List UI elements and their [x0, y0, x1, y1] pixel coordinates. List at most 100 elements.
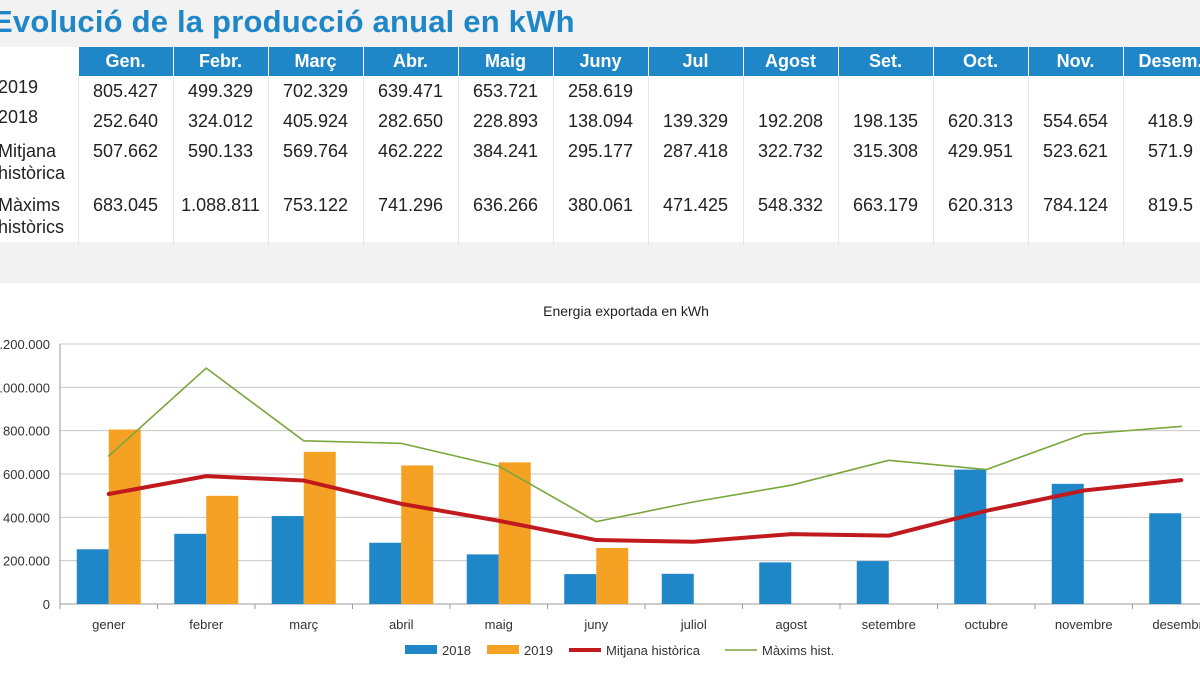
- bar-2019: [303, 451, 336, 604]
- column-header: Maig: [458, 47, 554, 76]
- table-cell: 636.266: [458, 190, 554, 246]
- table-cell: 252.640: [78, 106, 174, 136]
- table-cell: [838, 76, 934, 106]
- table-cell: 620.313: [933, 190, 1029, 246]
- column-header: Oct.: [933, 47, 1029, 76]
- production-table-panel: Gen. Febr. Març Abr. Maig Juny Jul Agost…: [0, 47, 1200, 246]
- x-tick-label: setembre: [862, 617, 916, 632]
- table-cell: 384.241: [458, 136, 554, 190]
- table-cell: 295.177: [553, 136, 649, 190]
- table-cell: [743, 76, 839, 106]
- table-cell: 1.088.811: [173, 190, 269, 246]
- line-mitjana-hist-rica: [106, 474, 1184, 544]
- table-cell: 462.222: [363, 136, 459, 190]
- table-cell: 138.094: [553, 106, 649, 136]
- table-cell: 507.662: [78, 136, 174, 190]
- table-cell: 287.418: [648, 136, 744, 190]
- row-label: 2018: [0, 106, 79, 136]
- table-cell: 683.045: [78, 190, 174, 246]
- row-label: Màxims històrics: [0, 190, 79, 246]
- x-tick-label: maig: [485, 617, 513, 632]
- bar-2019: [498, 462, 531, 604]
- table-row: 2018 252.640 324.012 405.924 282.650 228…: [0, 106, 1200, 136]
- column-header: Desem.: [1123, 47, 1200, 76]
- table-cell: 471.425: [648, 190, 744, 246]
- table-cell: [1028, 76, 1124, 106]
- bar-2018: [174, 533, 207, 604]
- table-header-row: Gen. Febr. Març Abr. Maig Juny Jul Agost…: [0, 47, 1200, 76]
- legend-label: 2018: [442, 643, 471, 658]
- table-cell: 405.924: [268, 106, 364, 136]
- table-cell: 282.650: [363, 106, 459, 136]
- column-header: Juny: [553, 47, 649, 76]
- table-cell: 429.951: [933, 136, 1029, 190]
- x-tick-label: agost: [775, 617, 807, 632]
- table-cell: 499.329: [173, 76, 269, 106]
- table-row: Màxims històrics 683.045 1.088.811 753.1…: [0, 190, 1200, 246]
- table-cell: 322.732: [743, 136, 839, 190]
- table-cell: 258.619: [553, 76, 649, 106]
- x-tick-label: juliol: [680, 617, 707, 632]
- row-label: 2019: [0, 76, 79, 106]
- table-cell: 139.329: [648, 106, 744, 136]
- table-cell: 639.471: [363, 76, 459, 106]
- chart-title: Energia exportada en kWh: [543, 303, 709, 319]
- table-cell: 784.124: [1028, 190, 1124, 246]
- table-cell: 554.654: [1028, 106, 1124, 136]
- table-cell: [1123, 76, 1200, 106]
- table-cell: [933, 76, 1029, 106]
- column-header: Gen.: [78, 47, 174, 76]
- table-cell: 663.179: [838, 190, 934, 246]
- bar-2018: [1149, 513, 1182, 604]
- bar-2018: [369, 542, 402, 604]
- x-tick-label: gener: [92, 617, 126, 632]
- bar-2018: [661, 573, 694, 604]
- bar-2019: [401, 465, 434, 604]
- table-cell: [648, 76, 744, 106]
- table-cell: 380.061: [553, 190, 649, 246]
- table-cell: 620.313: [933, 106, 1029, 136]
- table-cell: 418.9: [1123, 106, 1200, 136]
- column-header: Set.: [838, 47, 934, 76]
- y-tick-label: 800.000: [3, 424, 50, 439]
- energy-chart: Energia exportada en kWh 0 200.000 400.000 6…: [0, 303, 1200, 658]
- table-cell: 324.012: [173, 106, 269, 136]
- x-tick-label: març: [289, 617, 318, 632]
- table-corner-cell: [0, 47, 79, 76]
- bar-2018: [564, 574, 597, 604]
- table-cell: 702.329: [268, 76, 364, 106]
- x-tick-label: desembre: [1152, 617, 1200, 632]
- table-cell: 569.764: [268, 136, 364, 190]
- bar-2018: [856, 561, 889, 604]
- table-cell: 741.296: [363, 190, 459, 246]
- chart-panel: Energia exportada en kWh 0 200.000 400.000 6…: [0, 283, 1200, 675]
- bar-2018: [271, 516, 304, 604]
- x-tick-label: abril: [389, 617, 414, 632]
- bar-2018: [954, 469, 987, 604]
- y-tick-label: 400.000: [3, 510, 50, 525]
- bar-2018: [1051, 483, 1084, 604]
- table-cell: 819.5: [1123, 190, 1200, 246]
- legend-swatch: [405, 645, 437, 654]
- bar-2019: [108, 429, 141, 604]
- table-cell: 198.135: [838, 106, 934, 136]
- x-tick-label: novembre: [1055, 617, 1113, 632]
- table-cell: 315.308: [838, 136, 934, 190]
- legend-label: 2019: [524, 643, 553, 658]
- column-header: Febr.: [173, 47, 269, 76]
- table-cell: 805.427: [78, 76, 174, 106]
- x-tick-label: febrer: [189, 617, 224, 632]
- bar-2018: [76, 549, 109, 604]
- y-tick-label: 1.000.000: [0, 380, 50, 395]
- bar-2019: [206, 495, 239, 604]
- y-tick-label: 200.000: [3, 554, 50, 569]
- y-tick-label: 600.000: [3, 467, 50, 482]
- table-row: 2019 805.427 499.329 702.329 639.471 653…: [0, 76, 1200, 106]
- table-cell: 653.721: [458, 76, 554, 106]
- column-header: Març: [268, 47, 364, 76]
- table-cell: 192.208: [743, 106, 839, 136]
- legend-label: Màxims hist.: [762, 643, 834, 658]
- x-tick-label: octubre: [965, 617, 1008, 632]
- line-m-xims-hist-: [107, 367, 1183, 523]
- table-cell: 571.9: [1123, 136, 1200, 190]
